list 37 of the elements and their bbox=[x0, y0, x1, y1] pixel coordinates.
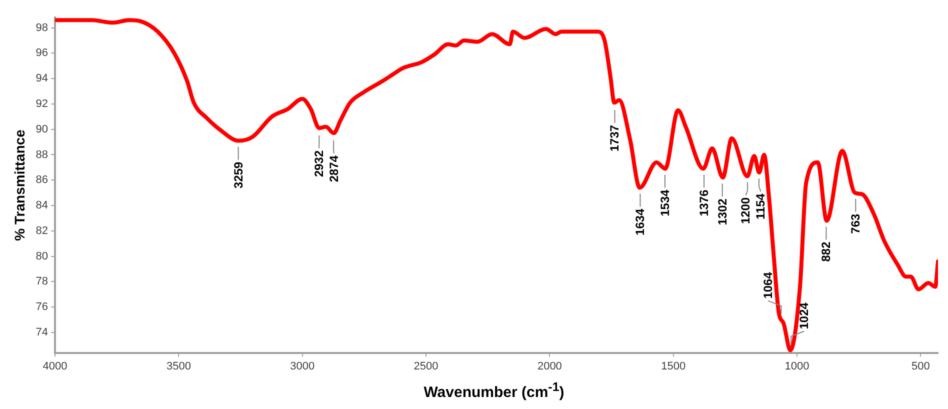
annotation: 1200 bbox=[738, 196, 753, 224]
annotation: 3259 bbox=[231, 161, 246, 188]
annotation: 2874 bbox=[326, 155, 341, 182]
y-axis-title: % Transmittance bbox=[11, 129, 28, 241]
annotation: 1634 bbox=[633, 208, 648, 236]
annotation: 882 bbox=[819, 241, 834, 262]
y-tick-label: 80 bbox=[36, 250, 48, 262]
y-tick-label: 90 bbox=[36, 123, 48, 136]
x-tick-label: 4000 bbox=[42, 360, 68, 372]
x-tick-label: 3500 bbox=[166, 360, 191, 372]
x-tick-label: 500 bbox=[912, 360, 930, 372]
y-tick-label: 76 bbox=[36, 301, 48, 314]
x-tick-label: 1000 bbox=[784, 360, 810, 372]
y-tick-label: 74 bbox=[36, 326, 48, 339]
y-tick-label: 88 bbox=[36, 148, 48, 161]
y-tick-label: 78 bbox=[36, 276, 48, 288]
annotation: 1534 bbox=[658, 189, 672, 216]
annotation: 1064 bbox=[761, 272, 776, 299]
y-tick-label: 86 bbox=[36, 174, 48, 186]
annotation: 1302 bbox=[715, 198, 730, 226]
x-tick-label: 3000 bbox=[290, 360, 315, 372]
y-tick-label: 84 bbox=[36, 200, 48, 212]
x-tick-label: 2500 bbox=[414, 360, 438, 372]
y-tick-label: 96 bbox=[36, 47, 48, 60]
x-axis-title: Wavenumber (cm$^{-1}$) bbox=[422, 379, 566, 403]
x-tick-label: 1500 bbox=[661, 360, 686, 372]
annotation: 1024 bbox=[797, 302, 812, 330]
annotation: 1737 bbox=[608, 124, 622, 152]
y-tick-label: 92 bbox=[36, 98, 48, 110]
annotation: 1154 bbox=[754, 193, 768, 220]
y-tick-label: 98 bbox=[36, 22, 48, 34]
x-tick-label: 2000 bbox=[537, 360, 562, 372]
annotation: 763 bbox=[848, 214, 863, 234]
y-tick-label: 82 bbox=[36, 224, 48, 237]
annotation: 2932 bbox=[312, 150, 326, 178]
annotation: 1376 bbox=[697, 189, 712, 216]
y-tick-label: 94 bbox=[36, 72, 48, 85]
